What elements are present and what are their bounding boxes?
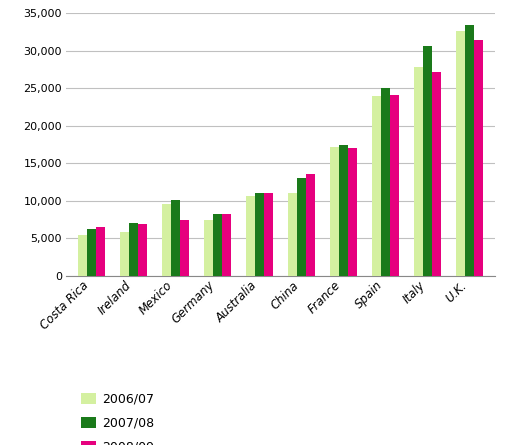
Bar [464, 25, 473, 276]
Bar [120, 232, 129, 276]
Bar [473, 40, 483, 276]
Bar [348, 148, 357, 276]
Bar [87, 229, 96, 276]
Bar [305, 174, 315, 276]
Bar [129, 223, 138, 276]
Bar [296, 178, 305, 276]
Bar [245, 196, 254, 276]
Bar [254, 193, 264, 276]
Bar [203, 220, 212, 276]
Bar [371, 96, 380, 276]
Bar [222, 214, 231, 276]
Bar [389, 95, 399, 276]
Bar [338, 146, 348, 276]
Bar [422, 45, 431, 276]
Bar [413, 67, 422, 276]
Bar [264, 193, 273, 276]
Bar [138, 224, 147, 276]
Bar [96, 227, 105, 276]
Bar [455, 31, 464, 276]
Legend: 2006/07, 2007/08, 2008/09: 2006/07, 2007/08, 2008/09 [81, 392, 154, 445]
Bar [161, 204, 171, 276]
Bar [180, 220, 189, 276]
Bar [171, 200, 180, 276]
Bar [77, 235, 87, 276]
Bar [380, 88, 389, 276]
Bar [287, 193, 296, 276]
Bar [212, 214, 222, 276]
Bar [329, 147, 338, 276]
Bar [431, 72, 440, 276]
